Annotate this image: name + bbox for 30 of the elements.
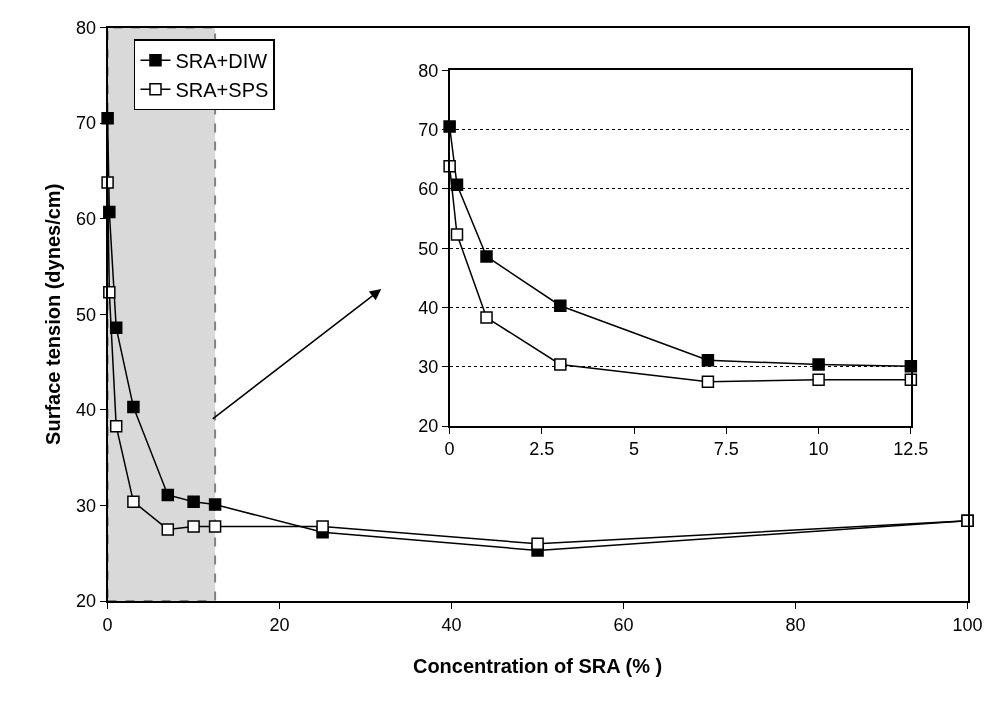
x-tick-label: 20 [269, 614, 290, 635]
y-tick-label: 50 [75, 304, 96, 325]
x-tick-label: 60 [613, 614, 634, 635]
y-tick-label: 20 [75, 591, 96, 612]
y-tick-label: 50 [418, 238, 439, 259]
y-tick-label: 60 [418, 179, 439, 200]
x-tick-label: 7.5 [713, 439, 739, 460]
x-tick-label: 100 [952, 614, 983, 635]
y-tick-label: 40 [418, 297, 439, 318]
legend-label: SRA+DIW [175, 49, 268, 72]
y-tick-label: 20 [418, 416, 439, 437]
y-tick-label: 40 [75, 400, 96, 421]
x-tick-label: 0 [444, 439, 455, 460]
y-axis-title: Surface tension (dynes/cm) [41, 183, 64, 445]
y-tick-label: 60 [75, 209, 96, 229]
x-tick-label: 2.5 [529, 439, 555, 460]
x-tick-label: 10 [808, 439, 829, 460]
y-tick-label: 70 [75, 113, 96, 134]
y-tick-label: 80 [418, 60, 439, 81]
y-tick-label: 70 [418, 119, 439, 140]
x-axis-title: Concentration of SRA (% ) [412, 654, 663, 677]
x-tick-label: 5 [629, 439, 640, 460]
x-tick-label: 80 [785, 614, 806, 635]
y-tick-label: 80 [75, 17, 96, 38]
x-tick-label: 40 [441, 614, 462, 635]
legend-label: SRA+SPS [175, 78, 269, 101]
y-tick-label: 30 [75, 495, 96, 516]
x-tick-label: 0 [102, 614, 113, 635]
x-tick-label: 12.5 [893, 439, 929, 460]
y-tick-label: 30 [418, 357, 439, 378]
